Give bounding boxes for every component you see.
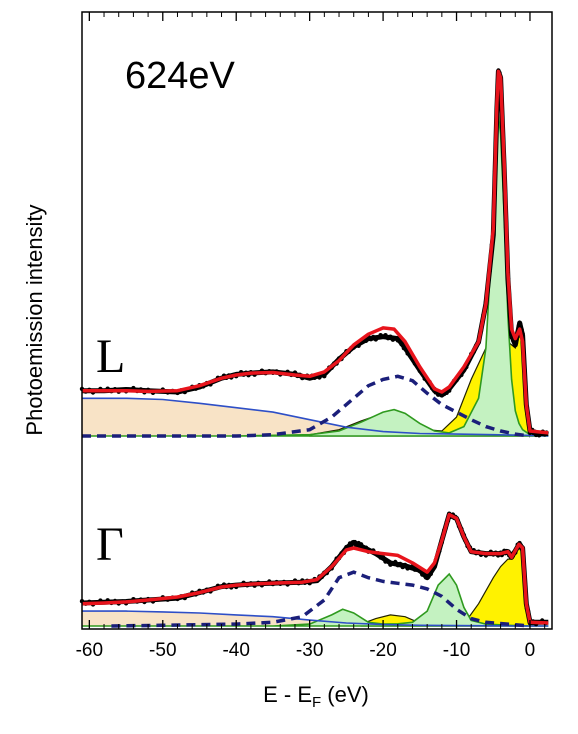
x-axis-label: E - EF (eV) (263, 682, 369, 711)
fit-curve-l (82, 69, 549, 435)
panel-gamma (79, 511, 549, 628)
panel-label-gamma: Γ (96, 518, 124, 571)
data-point (426, 574, 431, 579)
x-tick-label: -60 (76, 640, 103, 661)
x-axis-label-unit: (eV) (321, 682, 369, 707)
green-component-l (82, 109, 549, 437)
x-ticks: -60 -50 -40 -30 -20 -10 0 (76, 12, 546, 661)
background-line-l (82, 397, 549, 437)
x-tick-label: 0 (525, 640, 536, 661)
x-tick-label: -40 (222, 640, 249, 661)
data-point (398, 561, 403, 567)
photon-energy-annotation: 624eV (125, 55, 236, 97)
x-tick-label: -20 (369, 640, 396, 661)
data-point (322, 374, 327, 379)
x-axis-label-subscript: F (312, 694, 321, 711)
dashed-component-gamma (111, 570, 531, 628)
data-point (388, 334, 393, 339)
background-fill-gamma (82, 611, 549, 626)
data-point (518, 321, 523, 327)
background-fill-l (82, 398, 549, 436)
data-point (513, 340, 519, 346)
data-point (358, 542, 364, 547)
x-tick-label: -10 (443, 640, 470, 661)
panel-l (79, 68, 549, 438)
data-point (428, 571, 433, 577)
x-tick-label: -30 (296, 640, 323, 661)
data-point (393, 559, 398, 565)
data-point (383, 333, 388, 338)
data-point (380, 555, 386, 560)
data-point (363, 545, 369, 550)
data-point (385, 559, 391, 564)
x-axis-label-main: E - E (263, 682, 312, 707)
data-point (363, 338, 369, 343)
y-axis-label: Photoemission intensity (22, 204, 47, 435)
data-point (402, 562, 408, 568)
fit-curve-gamma (81, 512, 549, 625)
plot-frame (81, 11, 553, 630)
x-tick-label: -50 (149, 640, 176, 661)
panel-label-l: L (96, 330, 125, 383)
dashed-component-l (82, 374, 531, 438)
data-point (356, 343, 361, 348)
